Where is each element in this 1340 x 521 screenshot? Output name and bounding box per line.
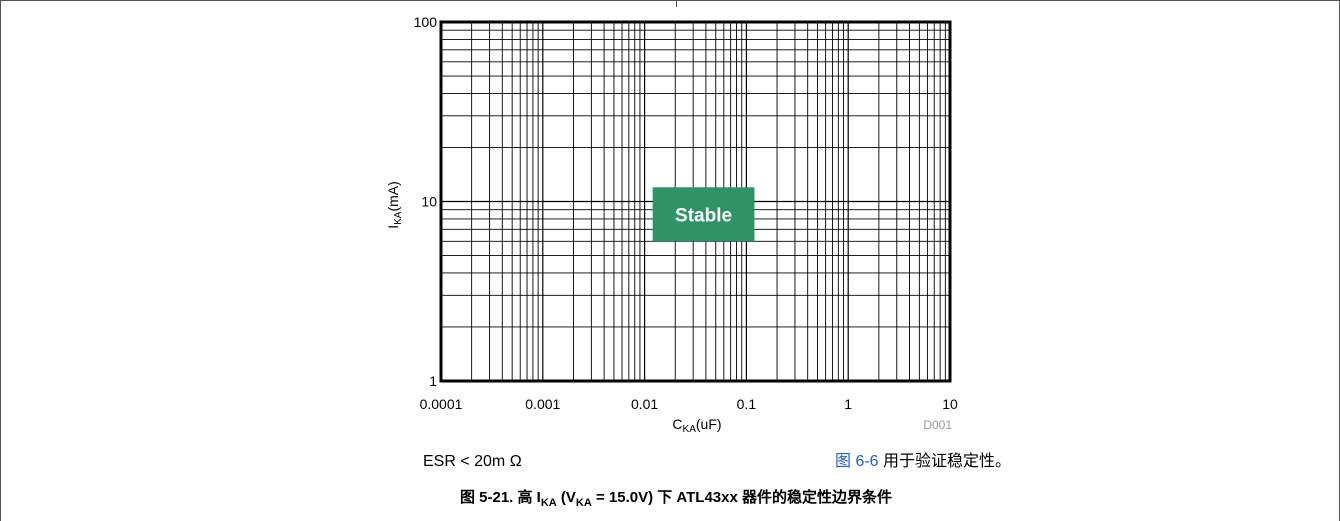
y-tick-label: 10: [421, 194, 437, 210]
stable-region-label: Stable: [675, 205, 732, 226]
y-axis-label: IKA(mA): [385, 181, 404, 229]
y-tick-label: 1: [429, 373, 437, 389]
x-tick-label: 0.001: [525, 396, 560, 412]
esr-note: ESR < 20m Ω: [423, 453, 522, 470]
x-tick-label: 10: [942, 396, 958, 412]
reference-note: 图 6-6 用于验证稳定性。: [835, 452, 1011, 470]
x-tick-label: 1: [844, 396, 852, 412]
figure-caption: 图 5-21. 高 IKA (VKA = 15.0V) 下 ATL43xx 器件…: [460, 488, 892, 509]
plot-border: [439, 20, 952, 383]
figure-reference-link[interactable]: 图 6-6: [835, 453, 879, 470]
x-tick-label: 0.01: [631, 396, 658, 412]
x-tick-label: 0.0001: [420, 396, 463, 412]
stable-region: [652, 187, 755, 242]
y-tick-label: 100: [414, 14, 438, 30]
x-tick-labels: 0.0001 0.001 0.01 0.1 1 10: [420, 396, 958, 412]
chart-grid: [440, 22, 950, 382]
figure-code: D001: [923, 418, 952, 432]
x-axis-label: CKA(uF): [672, 416, 721, 435]
x-tick-label: 0.1: [737, 396, 757, 412]
stability-chart: Stable 0.0001 0.001 0.01 0.1 1 10 1 10 100 CKA(…: [385, 14, 958, 435]
y-tick-labels: 1 10 100: [414, 14, 438, 389]
